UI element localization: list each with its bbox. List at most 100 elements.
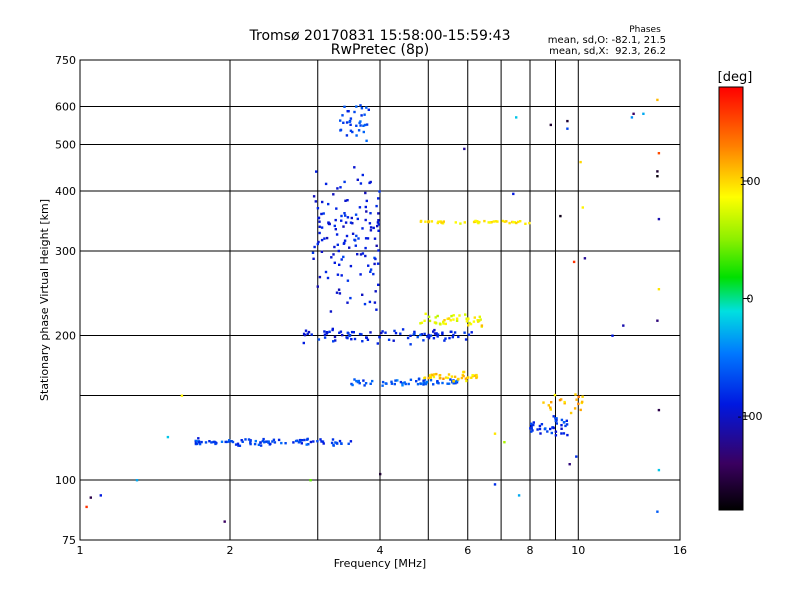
echo-point <box>420 333 423 336</box>
echo-point <box>345 134 349 137</box>
echo-point <box>375 204 378 208</box>
echo-point <box>294 439 298 443</box>
echo-point <box>358 332 362 336</box>
echo-point <box>432 383 435 386</box>
echo-point <box>343 241 346 245</box>
echo-point <box>369 268 373 271</box>
echo-point <box>332 193 335 196</box>
echo-point <box>334 339 337 342</box>
echo-point <box>374 290 377 293</box>
echo-point <box>330 441 334 445</box>
echo-point <box>241 440 244 443</box>
echo-point <box>313 245 316 249</box>
echo-point <box>249 442 252 446</box>
echo-point <box>454 382 457 385</box>
echo-point <box>447 382 451 385</box>
echo-point <box>656 319 659 322</box>
echo-point <box>166 435 170 439</box>
echo-point <box>409 343 412 346</box>
echo-point <box>331 328 334 332</box>
echo-point <box>435 333 438 337</box>
echo-point <box>311 251 315 254</box>
echo-point <box>214 442 217 446</box>
echo-point <box>560 424 563 427</box>
echo-point <box>334 441 337 444</box>
echo-point <box>240 439 243 442</box>
echo-point <box>443 339 446 342</box>
echo-point <box>340 274 343 277</box>
echo-point <box>642 112 645 115</box>
echo-point <box>332 444 335 447</box>
echo-point <box>328 222 331 225</box>
echo-point <box>394 331 398 335</box>
echo-point <box>475 376 478 380</box>
echo-point <box>409 334 412 337</box>
echo-point <box>406 336 410 340</box>
echo-point <box>261 439 264 443</box>
echo-point <box>420 321 424 324</box>
x-tick-label: 2 <box>227 544 234 557</box>
echo-point <box>372 226 375 230</box>
echo-point <box>369 226 373 229</box>
echo-point <box>369 229 373 232</box>
echo-point <box>460 376 464 380</box>
echo-point <box>318 220 321 223</box>
echo-point <box>316 207 320 210</box>
echo-point <box>442 377 445 380</box>
echo-point <box>345 121 349 124</box>
echo-point <box>494 220 498 223</box>
echo-point <box>424 312 427 315</box>
echo-point <box>424 382 428 386</box>
echo-point <box>316 285 319 288</box>
echo-point <box>337 288 341 291</box>
echo-point <box>453 331 457 334</box>
echo-point <box>575 455 578 458</box>
echo-point <box>475 373 478 377</box>
echo-point <box>565 419 568 422</box>
echo-point <box>611 334 614 337</box>
echo-point <box>230 440 233 443</box>
echo-point <box>340 219 343 222</box>
echo-point <box>378 190 381 193</box>
echo-point <box>550 431 553 435</box>
echo-point <box>327 221 330 224</box>
echo-point <box>441 381 444 385</box>
echo-point <box>467 317 470 320</box>
echo-point <box>560 418 564 422</box>
echo-point <box>353 166 356 169</box>
echo-point <box>317 338 321 341</box>
echo-point <box>359 273 362 276</box>
x-tick-label: 8 <box>527 544 534 557</box>
echo-point <box>365 199 368 203</box>
echo-point <box>558 398 562 402</box>
echo-point <box>373 237 377 240</box>
echo-point <box>471 374 474 377</box>
echo-point <box>503 220 506 223</box>
echo-point <box>343 105 346 108</box>
chart-subtitle: RwPretec (8p) <box>331 42 429 58</box>
echo-point <box>333 335 337 339</box>
echo-point <box>401 384 404 387</box>
echo-point <box>305 443 308 446</box>
echo-point <box>363 302 367 306</box>
echo-point <box>473 316 476 319</box>
echo-point <box>272 438 276 441</box>
echo-point <box>231 440 235 444</box>
echo-point <box>433 328 436 332</box>
echo-point <box>320 238 324 242</box>
echo-point <box>425 381 428 384</box>
echo-point <box>429 334 433 337</box>
echo-point <box>528 221 531 225</box>
echo-point <box>323 237 326 240</box>
echo-point <box>566 433 569 437</box>
echo-point <box>338 292 342 295</box>
echo-point <box>440 221 443 224</box>
y-tick-label: 75 <box>62 534 76 547</box>
echo-point <box>333 261 336 264</box>
echo-point <box>312 440 315 443</box>
echo-point <box>437 382 440 385</box>
echo-point <box>462 370 466 374</box>
echo-point <box>365 123 369 126</box>
echo-point <box>413 332 416 335</box>
echo-point <box>444 337 447 340</box>
